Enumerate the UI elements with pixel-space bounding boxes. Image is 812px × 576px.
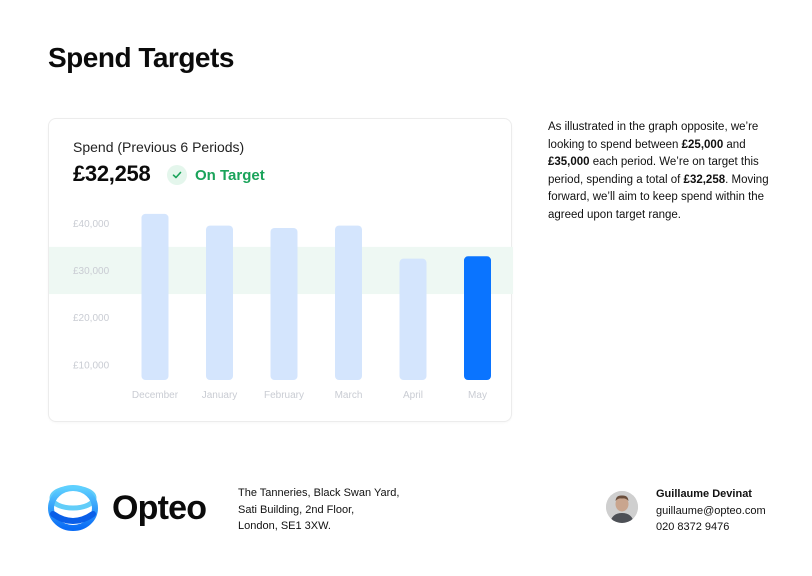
opteo-logo-icon (48, 485, 98, 531)
total-spend-value: £32,258 (73, 161, 151, 186)
bar-may (464, 256, 491, 380)
x-category-label: January (202, 390, 238, 401)
spend-bar-chart: £10,000 £20,000 £30,000 £40,000 December Jan… (49, 213, 513, 401)
description-part: As illustrated in the graph opposite, we… (548, 121, 759, 151)
bar-february (270, 227, 298, 380)
check-icon (167, 165, 187, 185)
target-min-value: £25,000 (681, 138, 724, 151)
target-max-value: £35,000 (548, 156, 590, 168)
status-label: On Target (195, 166, 265, 184)
brand-logo: Opteo (48, 484, 207, 532)
contact-name: Guillaume Devinat (656, 488, 752, 500)
address-line: London, SE1 3XW. (238, 520, 331, 532)
page-title: Spend Targets (48, 42, 234, 73)
description-text: As illustrated in the graph opposite, we… (548, 119, 780, 224)
spend-chart-card: £10,000 £20,000 £30,000 £40,000 December Jan… (48, 118, 513, 422)
bar-march (335, 225, 362, 380)
y-tick-label: £10,000 (73, 360, 110, 371)
contact-details: Guillaume Devinat guillaume@opteo.com 02… (656, 486, 766, 536)
y-tick-label: £20,000 (73, 313, 110, 324)
contact-email[interactable]: guillaume@opteo.com (656, 504, 766, 517)
chart-subtitle: Spend (Previous 6 Periods) (73, 139, 245, 155)
x-category-label: April (403, 390, 423, 401)
address-line: The Tanneries, Black Swan Yard, (238, 487, 400, 499)
bar-december (141, 213, 169, 380)
company-address: The Tanneries, Black Swan Yard, Sati Bui… (238, 485, 399, 535)
x-category-label: May (468, 390, 487, 401)
bar-april (399, 258, 427, 380)
x-category-label: December (132, 390, 179, 401)
description-part: . Moving forward, we’ll aim to keep spen… (548, 173, 769, 221)
avatar (606, 491, 638, 523)
y-tick-label: £30,000 (73, 266, 110, 277)
y-tick-label: £40,000 (73, 219, 110, 230)
status-badge: On Target (167, 164, 265, 186)
address-line: Sati Building, 2nd Floor, (238, 503, 355, 516)
description-part: each period. We’re on target this period… (548, 156, 759, 186)
description-part: and (723, 138, 746, 151)
brand-wordmark: Opteo (112, 488, 207, 527)
x-category-label: February (264, 390, 304, 401)
period-total-value: £32,258 (683, 173, 726, 186)
bar-january (206, 225, 233, 380)
contact-phone: 020 8372 9476 (656, 521, 730, 533)
x-category-label: March (335, 390, 363, 401)
